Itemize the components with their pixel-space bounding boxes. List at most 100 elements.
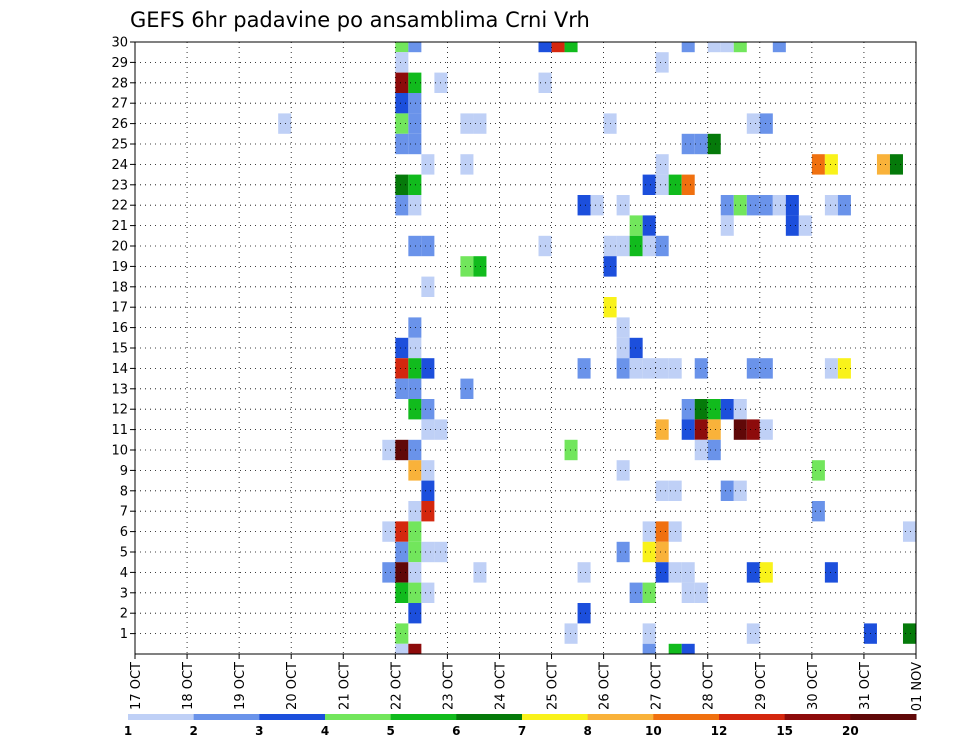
heatmap-cell	[473, 113, 487, 134]
heatmap-cell	[395, 195, 409, 216]
heatmap-cell	[395, 643, 409, 654]
x-axis-ticks: 17 OCT 18 OCT 19 OCT 20 OCT 21 OCT 22 OCT 23 O…	[129, 654, 925, 711]
heatmap-cell	[473, 256, 487, 277]
y-tick-label: 7	[120, 505, 128, 520]
heatmap-cell	[616, 195, 630, 216]
y-axis-ticks: 1234567891011121314151617181920212223242…	[111, 36, 135, 642]
heatmap-cell	[408, 113, 422, 134]
colorbar-label: 8	[583, 724, 591, 738]
colorbar-segment	[522, 714, 589, 720]
heatmap-cell	[382, 562, 396, 583]
heatmap-cell	[421, 541, 435, 563]
colorbar-label: 12	[711, 724, 728, 738]
heatmap-cell	[408, 541, 422, 563]
y-tick-label: 3	[120, 586, 128, 601]
heatmap-cell	[551, 42, 565, 53]
heatmap-cell	[681, 399, 695, 420]
colorbar-label: 5	[386, 724, 394, 738]
heatmap-cell	[395, 582, 409, 603]
y-tick-label: 4	[120, 566, 128, 581]
heatmap-cell	[395, 52, 409, 73]
y-tick-label: 24	[111, 158, 128, 173]
y-tick-label: 12	[111, 403, 128, 418]
heatmap-cell	[395, 562, 409, 583]
heatmap-cell	[694, 358, 708, 379]
heatmap-cell	[408, 93, 422, 114]
heatmap-cell	[746, 195, 760, 216]
x-tick-label: 29 OCT	[754, 662, 769, 710]
heatmap-cell	[577, 358, 591, 379]
heatmap-cell	[707, 133, 721, 155]
y-tick-label: 9	[120, 464, 128, 479]
heatmap-cell	[655, 419, 669, 440]
colorbar-label: 7	[518, 724, 526, 738]
heatmap-cell	[616, 235, 630, 257]
heatmap-cell	[629, 582, 643, 603]
heatmap-cell	[720, 42, 734, 53]
heatmap-cell	[408, 399, 422, 420]
heatmap-cell	[733, 42, 747, 53]
heatmap-cell	[824, 154, 838, 175]
y-tick-label: 28	[111, 76, 128, 91]
y-tick-label: 1	[120, 627, 128, 642]
y-tick-label: 10	[111, 444, 128, 459]
y-tick-label: 23	[111, 178, 128, 193]
heatmap-cell	[642, 521, 656, 542]
heatmap-cell	[408, 72, 422, 93]
heatmap-cell	[655, 154, 669, 175]
heatmap-cell	[876, 154, 890, 175]
x-tick-label: 19 OCT	[233, 662, 248, 710]
y-tick-label: 8	[120, 484, 128, 499]
colorbar-label: 2	[189, 724, 197, 738]
heatmap-cell	[746, 562, 760, 583]
heatmap-cell	[395, 521, 409, 542]
y-tick-label: 15	[111, 342, 128, 357]
heatmap-cell	[746, 358, 760, 379]
heatmap-cell	[564, 439, 578, 461]
heatmap-cell	[902, 623, 916, 644]
heatmap-cell	[395, 72, 409, 93]
heatmap-cell	[408, 317, 422, 338]
colorbar-segment	[587, 714, 654, 720]
heatmap-cell	[395, 113, 409, 134]
heatmap-cell	[837, 195, 851, 216]
heatmap-cell	[707, 399, 721, 420]
x-tick-label: 20 OCT	[285, 662, 300, 710]
heatmap-cell	[421, 154, 435, 175]
heatmap-cell	[408, 439, 422, 461]
heatmap-cell	[759, 562, 773, 583]
colorbar-segment	[456, 714, 523, 720]
heatmap-cell	[421, 235, 435, 257]
colorbar-label: 20	[842, 724, 859, 738]
y-tick-label: 25	[111, 138, 128, 153]
heatmap-cell	[746, 419, 760, 440]
heatmap-cell	[460, 378, 474, 399]
heatmap-cell	[421, 460, 435, 481]
heatmap-cell	[681, 174, 695, 195]
heatmap-cell	[395, 133, 409, 155]
heatmap-cell	[421, 501, 435, 522]
heatmap-cell	[837, 358, 851, 379]
heatmap-cell	[824, 562, 838, 583]
heatmap-cell	[395, 42, 409, 53]
heatmap-cell	[577, 195, 591, 216]
heatmap-cell	[720, 195, 734, 216]
heatmap-cell	[421, 582, 435, 603]
heatmap-cell	[655, 52, 669, 73]
chart-title: GEFS 6hr padavine po ansamblima Crni Vrh	[130, 8, 590, 32]
x-tick-label: 26 OCT	[598, 662, 613, 710]
heatmap-cell	[460, 113, 474, 134]
heatmap-cell	[655, 521, 669, 542]
heatmap-cell	[616, 317, 630, 338]
heatmap-cell	[421, 358, 435, 379]
heatmap-cell	[707, 439, 721, 461]
heatmap-cell	[655, 541, 669, 563]
heatmap-cell	[681, 133, 695, 155]
y-tick-label: 17	[111, 301, 128, 316]
heatmap-cell	[707, 42, 721, 53]
heatmap-cell	[720, 215, 734, 236]
heatmap-cell	[655, 235, 669, 257]
heatmap-cell	[746, 113, 760, 134]
heatmap-cell	[408, 501, 422, 522]
heatmap-cell	[746, 623, 760, 644]
